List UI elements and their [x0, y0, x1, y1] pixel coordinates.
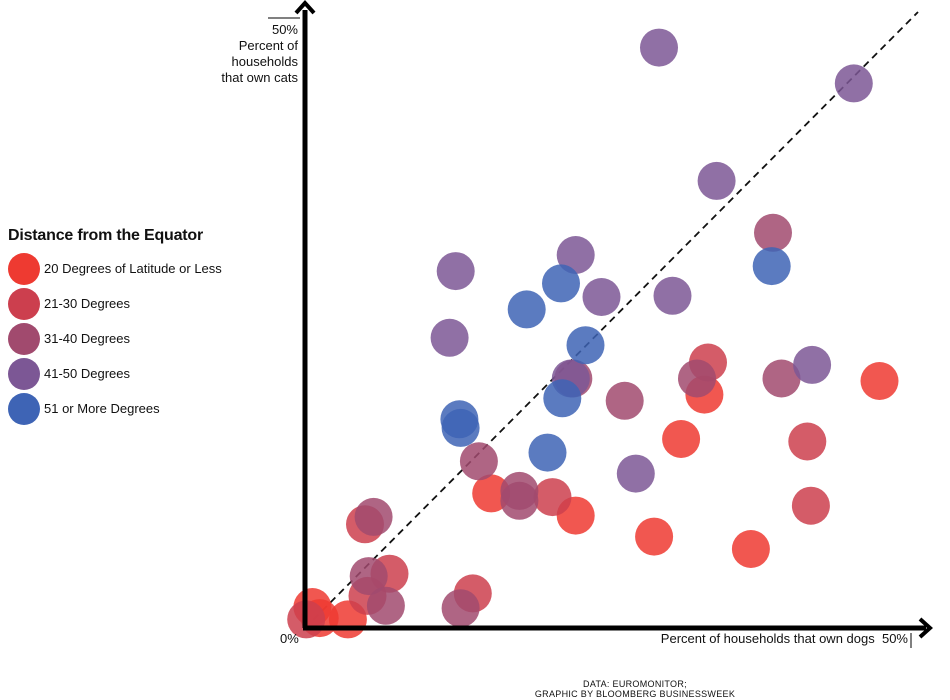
data-point: [653, 276, 692, 315]
data-point: [528, 433, 567, 472]
data-point: [731, 530, 770, 568]
data-point: [860, 362, 899, 400]
data-point: [436, 252, 475, 291]
legend-swatch: [8, 252, 40, 285]
data-point: [441, 589, 480, 628]
y-axis-label-line: households: [231, 54, 299, 69]
data-point: [793, 345, 832, 384]
data-point: [752, 247, 791, 286]
legend-item: 51 or More Degrees: [8, 391, 222, 426]
legend-label: 51 or More Degrees: [44, 401, 160, 416]
y-axis-arrowhead: [294, 0, 316, 15]
data-point: [678, 359, 716, 398]
data-point: [640, 28, 678, 67]
legend-swatch: [8, 357, 40, 390]
y-max-label: 50%: [271, 22, 298, 37]
data-point: [582, 278, 621, 316]
data-point: [533, 478, 572, 517]
data-points: [287, 28, 899, 639]
data-point: [542, 264, 580, 303]
data-point: [662, 420, 701, 458]
data-point: [754, 213, 792, 252]
data-point: [791, 486, 830, 525]
x-axis-arrowhead: [918, 617, 933, 639]
data-point: [441, 408, 480, 447]
y-axis-label-line: Percent of: [238, 38, 298, 53]
source-line: DATA: EUROMONITOR;: [583, 679, 687, 689]
data-point: [788, 422, 827, 461]
data-point: [354, 497, 393, 536]
data-point: [366, 586, 405, 625]
x-axis-label: Percent of households that own dogs: [660, 631, 875, 646]
data-point: [507, 290, 546, 329]
data-point: [605, 381, 644, 420]
legend-label: 20 Degrees of Latitude or Less: [44, 261, 222, 276]
data-point: [566, 326, 605, 365]
legend-swatch: [8, 322, 40, 355]
legend-item: 41-50 Degrees: [8, 356, 222, 391]
data-point: [349, 557, 388, 596]
legend-label: 31-40 Degrees: [44, 331, 130, 346]
data-point: [616, 454, 655, 493]
legend-label: 41-50 Degrees: [44, 366, 130, 381]
y-axis-label: 50% Percent of households that own cats: [190, 22, 298, 86]
data-point: [500, 481, 539, 520]
source-note: DATA: EUROMONITOR; GRAPHIC BY BLOOMBERG …: [480, 679, 790, 699]
legend-title: Distance from the Equator: [8, 227, 204, 244]
data-point: [430, 318, 469, 357]
source-line: GRAPHIC BY BLOOMBERG BUSINESSWEEK: [534, 689, 736, 699]
legend-item: 20 Degrees of Latitude or Less: [8, 251, 222, 286]
data-point: [834, 64, 873, 103]
data-point: [459, 442, 498, 481]
reference-diagonal-line: [304, 11, 919, 629]
x-axis-label-row: Percent of households that own dogs 50%: [600, 631, 908, 646]
legend-item: 31-40 Degrees: [8, 321, 222, 356]
legend: Distance from the Equator 20 Degrees of …: [8, 227, 222, 426]
legend-swatch: [8, 287, 40, 320]
legend-swatch: [8, 392, 40, 425]
origin-label: 0%: [280, 631, 299, 646]
data-point: [762, 359, 801, 398]
data-point: [556, 236, 595, 274]
data-point: [635, 517, 674, 556]
legend-label: 21-30 Degrees: [44, 296, 130, 311]
data-point: [697, 161, 736, 200]
x-max-label: 50%: [881, 631, 908, 646]
y-axis-label-line: that own cats: [221, 70, 298, 85]
legend-item: 21-30 Degrees: [8, 286, 222, 321]
data-point: [543, 379, 582, 418]
